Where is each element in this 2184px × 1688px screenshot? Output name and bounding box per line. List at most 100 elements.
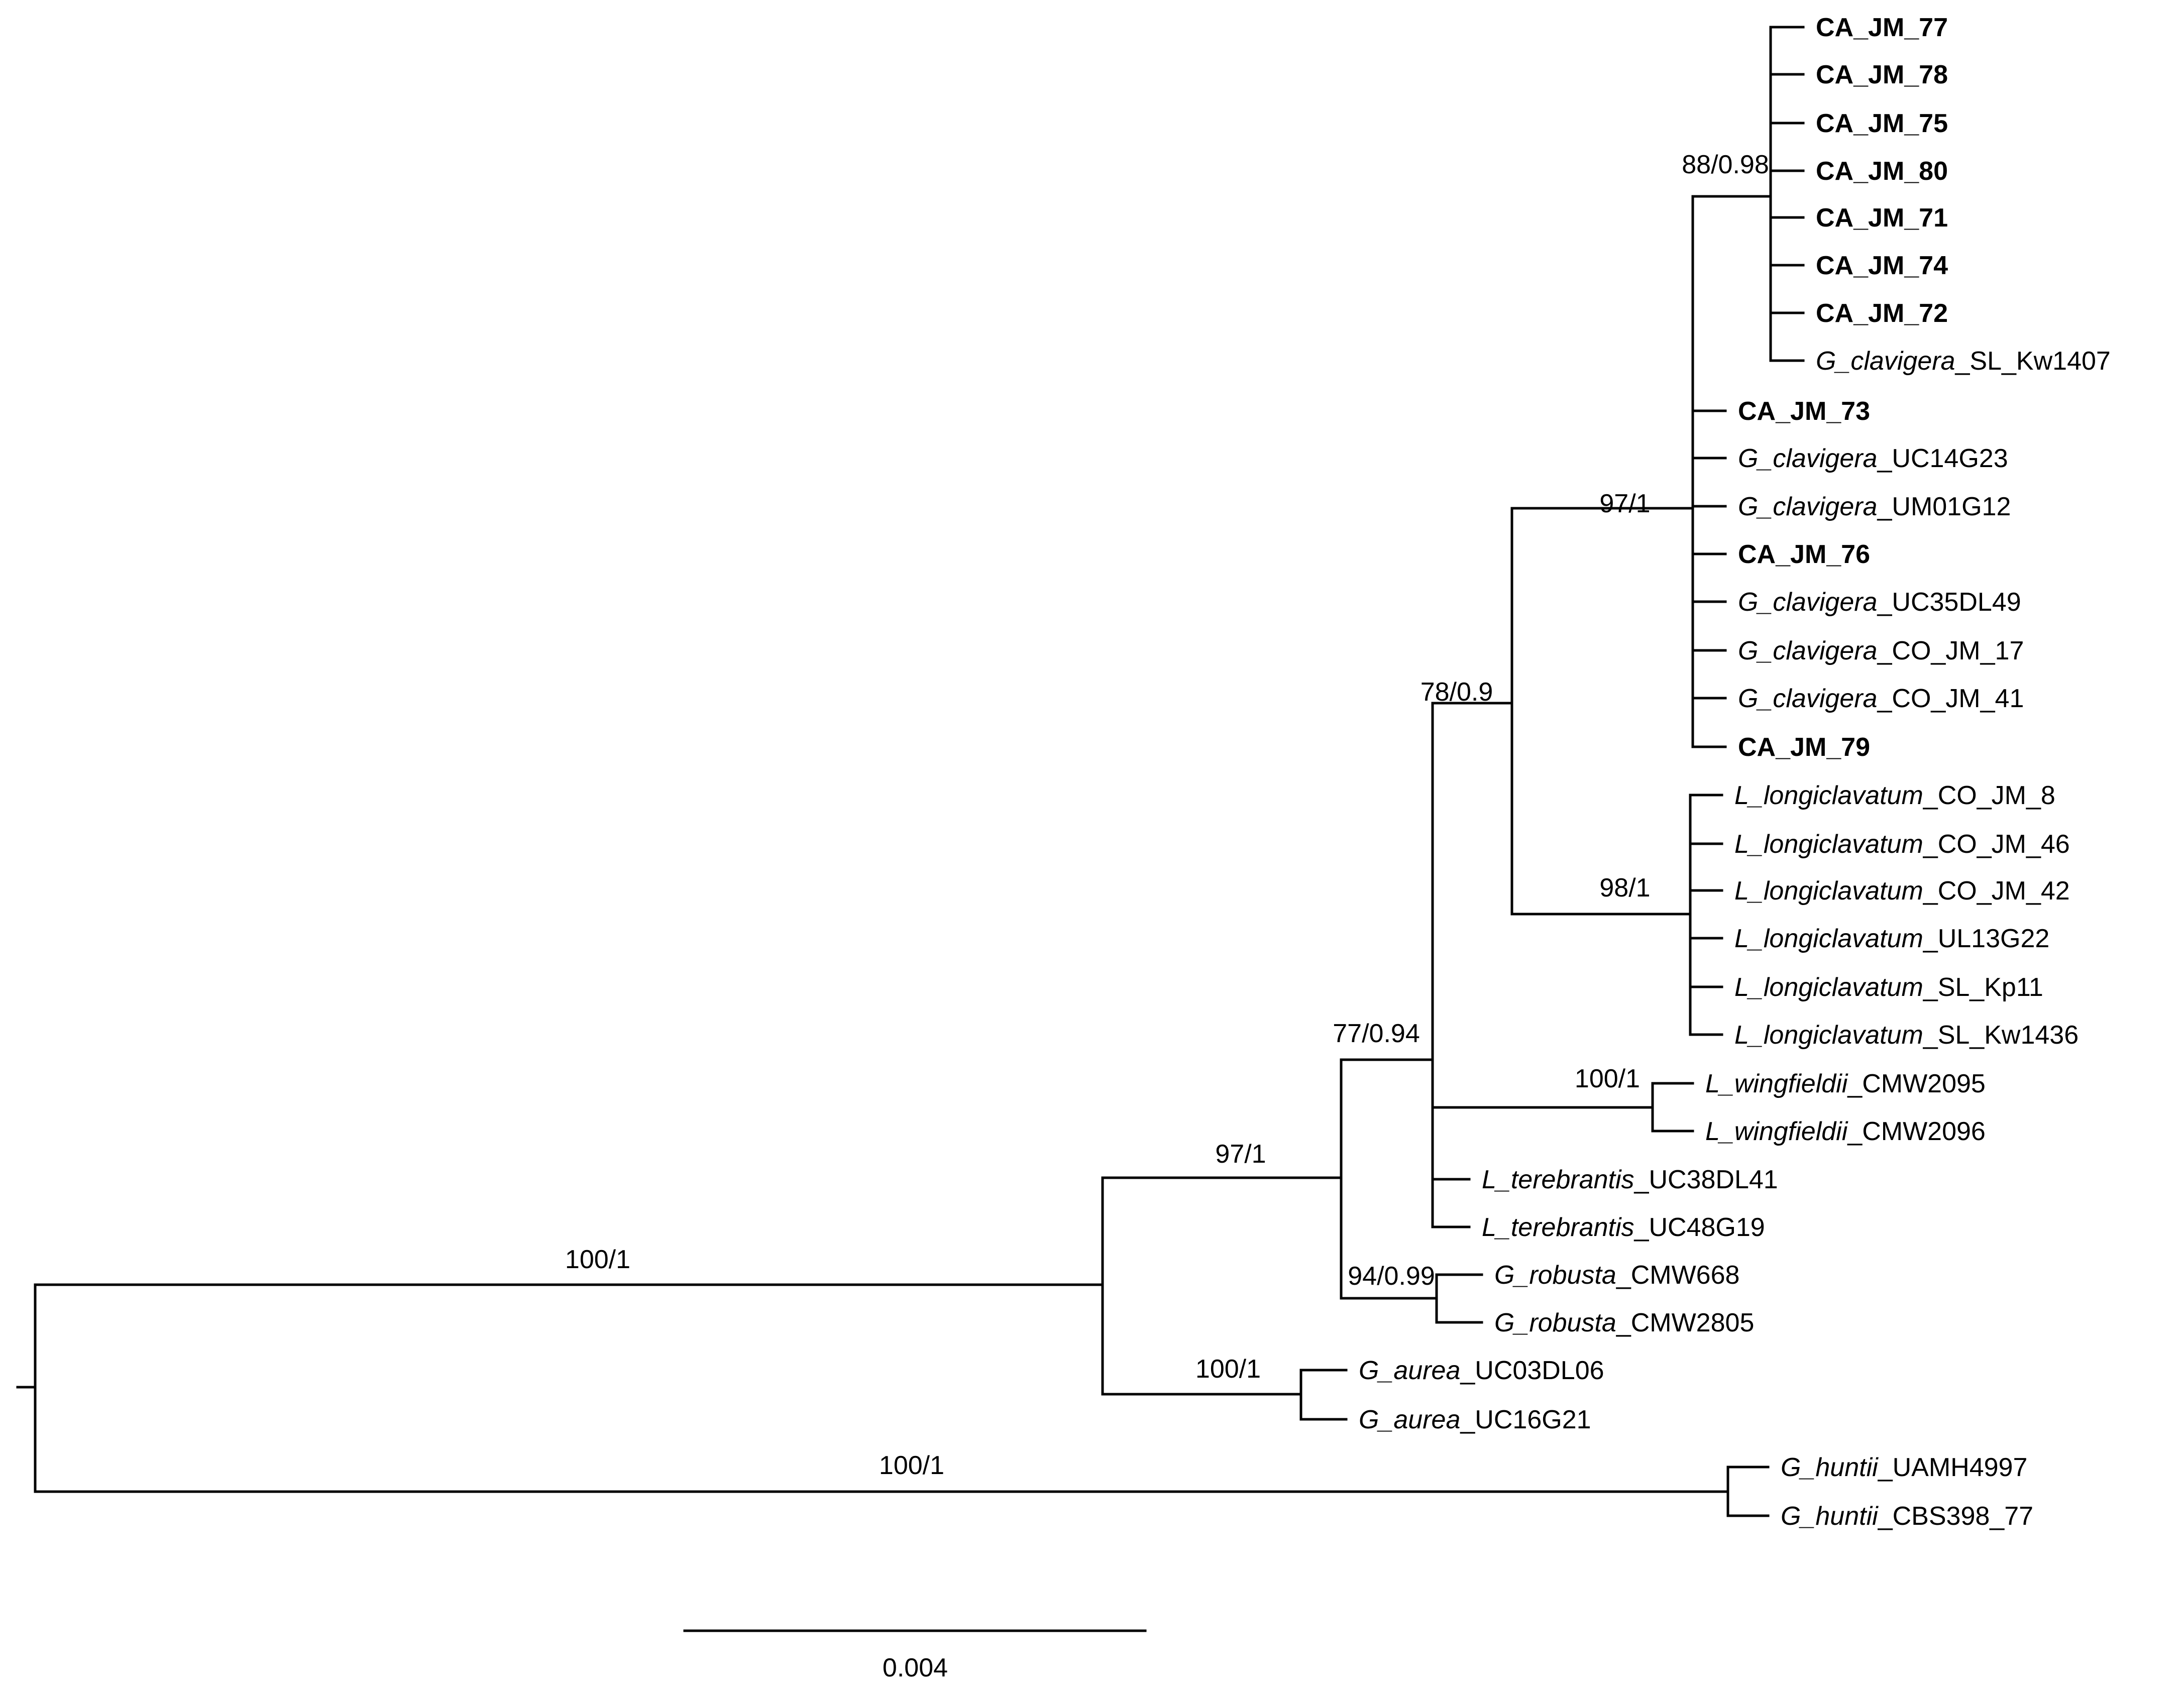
tip-accession: _CMW2096 bbox=[1847, 1117, 1986, 1146]
tree-branches bbox=[16, 26, 1805, 1517]
support-value-label: 77/0.94 bbox=[1333, 1019, 1420, 1048]
tip-label: G_clavigera_UC14G23 bbox=[1738, 444, 2008, 473]
support-value-label: 100/1 bbox=[565, 1245, 630, 1274]
tip-accession: _CBS398_77 bbox=[1878, 1502, 2033, 1531]
tip-label: L_wingfieldii_CMW2095 bbox=[1705, 1069, 1986, 1098]
tip-label: L_longiclavatum_CO_JM_42 bbox=[1734, 876, 2070, 906]
tip-label: G_aurea_UC16G21 bbox=[1359, 1405, 1591, 1434]
tip-taxon-name: L_longiclavatum bbox=[1734, 924, 1923, 953]
tip-label: CA_JM_77 bbox=[1816, 13, 1948, 42]
tip-label: G_clavigera_CO_JM_41 bbox=[1738, 684, 2024, 713]
tip-taxon-name: L_wingfieldii bbox=[1705, 1069, 1848, 1098]
tip-label: G_clavigera_CO_JM_17 bbox=[1738, 636, 2024, 665]
tip-taxon-name: G_clavigera bbox=[1738, 636, 1877, 665]
tip-label: CA_JM_78 bbox=[1816, 60, 1948, 89]
tip-label: L_longiclavatum_SL_Kw1436 bbox=[1734, 1021, 2079, 1050]
tip-taxon-name: G_clavigera bbox=[1738, 588, 1877, 617]
tip-accession: CA_JM_76 bbox=[1738, 540, 1870, 569]
support-value-label: 100/1 bbox=[1195, 1355, 1261, 1384]
tip-label: CA_JM_76 bbox=[1738, 540, 1870, 569]
tip-accession: _CMW2805 bbox=[1616, 1308, 1755, 1337]
scale-bar: 0.004 bbox=[683, 1629, 1147, 1682]
tip-label: CA_JM_75 bbox=[1816, 109, 1948, 138]
tip-taxon-name: L_longiclavatum bbox=[1734, 781, 1923, 810]
tip-accession: _UC48G19 bbox=[1634, 1213, 1765, 1242]
support-value-label: 97/1 bbox=[1215, 1140, 1266, 1169]
tip-accession: _CO_JM_8 bbox=[1923, 781, 2055, 810]
tip-accession: _CO_JM_46 bbox=[1923, 830, 2070, 859]
support-value-label: 100/1 bbox=[879, 1451, 944, 1480]
tip-label: G_aurea_UC03DL06 bbox=[1359, 1356, 1604, 1385]
tip-label: G_huntii_CBS398_77 bbox=[1781, 1502, 2033, 1531]
tip-taxon-name: G_huntii bbox=[1781, 1502, 1879, 1531]
tip-accession: _UM01G12 bbox=[1877, 492, 2011, 521]
tip-accession: _UC35DL49 bbox=[1877, 588, 2021, 617]
tip-taxon-name: G_clavigera bbox=[1738, 492, 1877, 521]
tip-accession: CA_JM_79 bbox=[1738, 733, 1870, 762]
tip-label: L_longiclavatum_SL_Kp11 bbox=[1734, 973, 2043, 1002]
tip-accession: CA_JM_75 bbox=[1816, 109, 1948, 138]
tip-accession: _SL_Kw1436 bbox=[1923, 1021, 2079, 1050]
tip-label: CA_JM_71 bbox=[1816, 203, 1948, 233]
tip-accession: _CMW2095 bbox=[1847, 1069, 1986, 1098]
support-value-label: 94/0.99 bbox=[1348, 1262, 1435, 1291]
tip-label: L_terebrantis_UC38DL41 bbox=[1482, 1165, 1778, 1194]
tip-label: L_terebrantis_UC48G19 bbox=[1482, 1213, 1765, 1242]
tip-accession: CA_JM_73 bbox=[1738, 397, 1870, 426]
tip-taxon-name: G_aurea bbox=[1359, 1405, 1460, 1434]
tip-label: G_clavigera_UC35DL49 bbox=[1738, 588, 2021, 617]
tip-label: G_clavigera_UM01G12 bbox=[1738, 492, 2011, 521]
tip-label: CA_JM_80 bbox=[1816, 157, 1948, 186]
tip-label: G_robusta_CMW668 bbox=[1494, 1261, 1739, 1290]
support-value-label: 88/0.98 bbox=[1682, 150, 1769, 179]
tip-label: L_longiclavatum_CO_JM_46 bbox=[1734, 830, 2070, 859]
tip-label: CA_JM_74 bbox=[1816, 251, 1948, 280]
tip-taxon-name: G_aurea bbox=[1359, 1356, 1460, 1385]
tip-accession: CA_JM_71 bbox=[1816, 203, 1948, 233]
tip-accession: _CO_JM_42 bbox=[1923, 876, 2070, 906]
tip-accession: CA_JM_77 bbox=[1816, 13, 1948, 42]
tip-accession: _UAMH4997 bbox=[1878, 1453, 2028, 1482]
tip-taxon-name: L_longiclavatum bbox=[1734, 973, 1923, 1002]
tip-taxon-name: L_wingfieldii bbox=[1705, 1117, 1848, 1146]
support-value-label: 78/0.9 bbox=[1421, 678, 1493, 707]
support-value-label: 98/1 bbox=[1599, 873, 1650, 903]
support-value-label: 100/1 bbox=[1575, 1064, 1640, 1093]
tip-accession: _UC16G21 bbox=[1460, 1405, 1591, 1434]
tip-label: G_robusta_CMW2805 bbox=[1494, 1308, 1754, 1337]
tip-label: L_longiclavatum_CO_JM_8 bbox=[1734, 781, 2055, 810]
support-values: 100/1 97/1 77/0.94 78/0.9 97/1 88/0.98 98/1 100… bbox=[565, 150, 1769, 1480]
tip-accession: _UC03DL06 bbox=[1460, 1356, 1604, 1385]
scale-bar-label: 0.004 bbox=[883, 1653, 948, 1682]
tip-accession: _SL_Kw1407 bbox=[1954, 347, 2110, 376]
tip-accession: _UC14G23 bbox=[1877, 444, 2008, 473]
tip-taxon-name: L_longiclavatum bbox=[1734, 830, 1923, 859]
tip-taxon-name: G_clavigera bbox=[1738, 444, 1877, 473]
tip-taxon-name: L_terebrantis bbox=[1482, 1165, 1634, 1194]
tip-labels: CA_JM_77 CA_JM_78 CA_JM_75 CA_JM_80 CA_JM_71… bbox=[1359, 13, 2111, 1531]
tip-accession: _UC38DL41 bbox=[1634, 1165, 1778, 1194]
tip-taxon-name: L_longiclavatum bbox=[1734, 1021, 1923, 1050]
tip-taxon-name: G_huntii bbox=[1781, 1453, 1879, 1482]
tip-accession: _CO_JM_17 bbox=[1877, 636, 2024, 665]
tip-taxon-name: L_longiclavatum bbox=[1734, 876, 1923, 906]
tip-taxon-name: G_robusta bbox=[1494, 1261, 1616, 1290]
tip-accession: CA_JM_80 bbox=[1816, 157, 1948, 186]
tip-accession: _CO_JM_41 bbox=[1877, 684, 2024, 713]
support-value-label: 97/1 bbox=[1599, 489, 1650, 518]
tip-taxon-name: L_terebrantis bbox=[1482, 1213, 1634, 1242]
tip-label: L_longiclavatum_UL13G22 bbox=[1734, 924, 2049, 953]
tip-label: L_wingfieldii_CMW2096 bbox=[1705, 1117, 1986, 1146]
tip-label: CA_JM_72 bbox=[1816, 299, 1948, 328]
tip-taxon-name: G_clavigera bbox=[1738, 684, 1877, 713]
tip-label: CA_JM_79 bbox=[1738, 733, 1870, 762]
tip-taxon-name: G_clavigera bbox=[1816, 347, 1955, 376]
tip-accession: _UL13G22 bbox=[1923, 924, 2050, 953]
tip-accession: CA_JM_74 bbox=[1816, 251, 1948, 280]
tip-label: CA_JM_73 bbox=[1738, 397, 1870, 426]
tip-taxon-name: G_robusta bbox=[1494, 1308, 1616, 1337]
tip-accession: CA_JM_72 bbox=[1816, 299, 1948, 328]
tip-label: G_huntii_UAMH4997 bbox=[1781, 1453, 2027, 1482]
tip-accession: _SL_Kp11 bbox=[1923, 973, 2043, 1002]
